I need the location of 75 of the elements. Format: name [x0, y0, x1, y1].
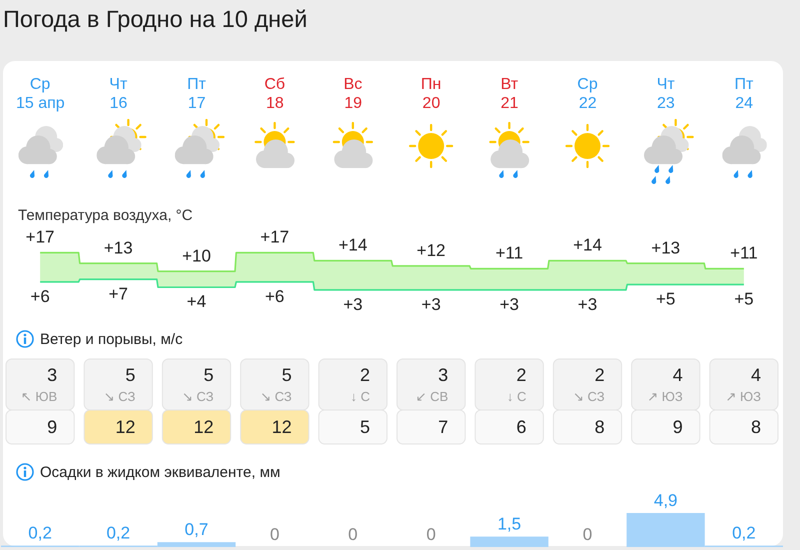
data-label: 0,2 [28, 524, 52, 543]
data-label: 0 [348, 525, 358, 544]
text: 12 [272, 417, 292, 437]
x-tick-label: Сб 18 [262, 75, 286, 111]
x-tick-label: Пт 24 [730, 75, 754, 111]
text: 12 [194, 417, 214, 437]
text: 2 [516, 365, 526, 385]
text: Ветер и порывы, м/с [40, 331, 184, 348]
x-tick-label: Вт 21 [496, 75, 519, 111]
text: 8 [594, 417, 605, 437]
data-label: +7 [108, 284, 128, 304]
text: 4 [750, 365, 761, 385]
x-tick-label: Чт 16 [105, 75, 128, 111]
data-label: 0 [270, 525, 280, 544]
text: 3 [438, 365, 448, 385]
data-label: 0 [582, 525, 592, 544]
text: 2 [360, 365, 370, 385]
text: ↖ ЮВ [20, 389, 58, 404]
x-tick-label: Пн 20 [418, 75, 442, 111]
text: 4 [672, 365, 683, 385]
data-label: +13 [104, 238, 133, 258]
text: ↘ СЗ [182, 389, 214, 404]
text: ↗ ЮЗ [726, 389, 762, 404]
text: 5 [204, 365, 214, 385]
data-label: +6 [265, 286, 284, 306]
text: 2 [594, 365, 605, 385]
data-label: 0 [426, 525, 436, 544]
data-label: 0,2 [106, 524, 130, 543]
text: ↘ СЗ [104, 389, 136, 404]
data-label: +4 [186, 292, 206, 312]
bar [470, 536, 548, 547]
data-label: +11 [730, 244, 758, 263]
data-label: 1,5 [497, 514, 522, 534]
data-label: +3 [343, 294, 363, 314]
data-label: +3 [500, 294, 519, 314]
data-label: +13 [651, 238, 680, 258]
data-label: +14 [338, 236, 368, 255]
chart-title: Погода в Гродно на 10 дней [3, 6, 308, 32]
data-label: +14 [573, 236, 602, 255]
text: 3 [47, 365, 58, 385]
data-label: 4,9 [654, 491, 678, 510]
data-label: +17 [260, 228, 290, 247]
text: 9 [672, 417, 683, 437]
text: ↘ СЗ [260, 389, 292, 404]
x-tick-label: Пт 17 [183, 75, 207, 111]
data-label: +12 [416, 240, 446, 260]
text: ↘ СЗ [572, 389, 605, 404]
text: ↓ С [506, 389, 526, 404]
data-label: 0,7 [184, 520, 208, 540]
x-tick-label: Ср 15 апр [12, 75, 65, 111]
text: 7 [438, 417, 448, 437]
chart-subtitle: Температура воздуха, °C [18, 207, 193, 224]
text: 5 [282, 365, 292, 385]
text: ↙ СВ [416, 389, 448, 404]
text: ↓ С [350, 389, 370, 404]
data-label: 0,2 [732, 524, 756, 543]
text: 8 [750, 417, 761, 437]
data-label: +5 [734, 290, 754, 309]
text: 5 [360, 417, 370, 437]
data-label: +5 [656, 290, 676, 309]
chart-title: Осадки в жидком эквиваленте, мм [40, 464, 280, 481]
data-label: +6 [30, 286, 50, 306]
data-label: +3 [578, 294, 598, 314]
data-label: +17 [26, 228, 55, 247]
x-tick-label: Чт 23 [652, 75, 676, 111]
text: 9 [47, 417, 58, 437]
data-label: +10 [182, 246, 211, 266]
text: ↗ ЮЗ [647, 389, 683, 404]
text: 5 [125, 365, 136, 385]
x-tick-label: Вс 19 [340, 75, 362, 111]
x-tick-label: Ср 22 [574, 75, 598, 111]
data-label: +3 [421, 294, 441, 314]
text: 12 [115, 417, 136, 437]
data-label: +11 [496, 244, 524, 263]
text: 6 [516, 417, 526, 437]
